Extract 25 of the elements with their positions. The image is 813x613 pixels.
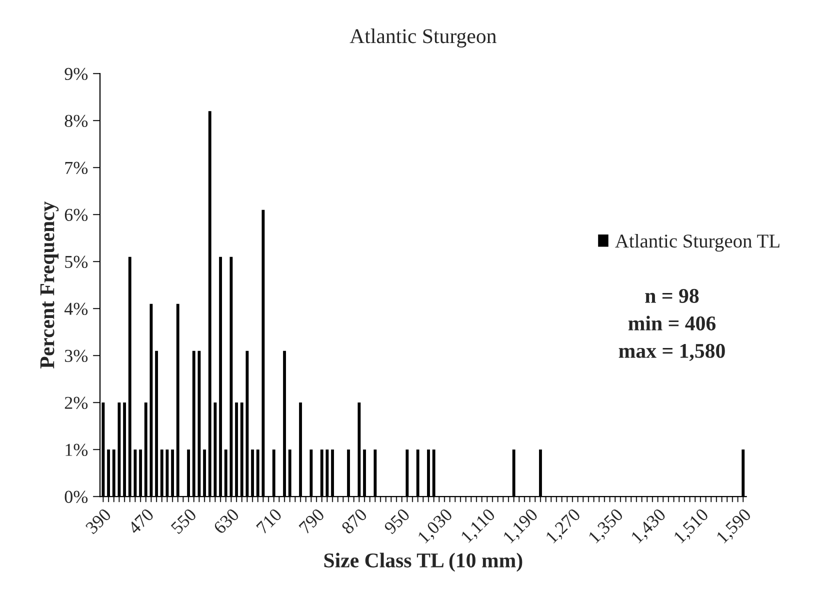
y-tick-label: 6% [64,208,88,222]
y-axis-title: Percent Frequency [40,201,59,368]
y-tick-label: 9% [64,68,88,80]
y-tick-label: 4% [64,302,88,316]
x-axis-title: Size Class TL (10 mm) [324,552,522,572]
chart-title: Atlantic Sturgeon [350,28,496,48]
y-tick-label: 8% [64,114,88,128]
y-tick-label: 7% [65,162,88,174]
x-tick-label: 710 [256,508,282,534]
legend-label: Atlantic Sturgeon TL [615,234,780,252]
x-tick-label: 870 [340,508,368,535]
y-tick-label: 1% [66,444,88,456]
x-tick-label: 390 [85,508,112,534]
x-tick-label: 550 [170,508,198,534]
annotation: n = 98 [645,288,699,303]
annotation: max = 1,580 [618,344,725,361]
x-tick-label: 470 [127,508,154,535]
y-tick-label: 3% [64,350,88,362]
x-tick-label: 630 [212,508,240,535]
y-tick-label: 2% [64,396,88,410]
y-tick-label: 0% [64,490,88,504]
y-tick-label: 5% [65,256,88,268]
annotation: min = 406 [628,316,716,330]
x-tick-label: 790 [298,508,326,534]
x-tick-label: 950 [383,508,410,535]
